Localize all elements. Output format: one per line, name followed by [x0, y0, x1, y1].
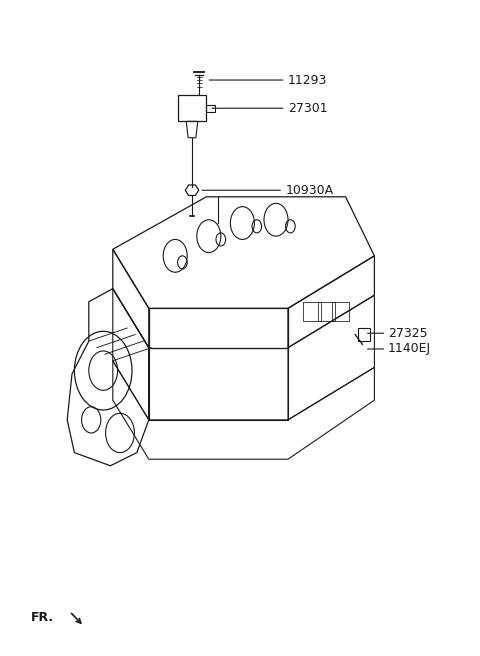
Text: 11293: 11293 [288, 73, 327, 87]
Text: 10930A: 10930A [286, 184, 334, 197]
Text: 27301: 27301 [288, 102, 328, 115]
Text: 27325: 27325 [388, 327, 428, 340]
Text: 1140EJ: 1140EJ [388, 342, 431, 356]
Text: FR.: FR. [31, 611, 54, 625]
